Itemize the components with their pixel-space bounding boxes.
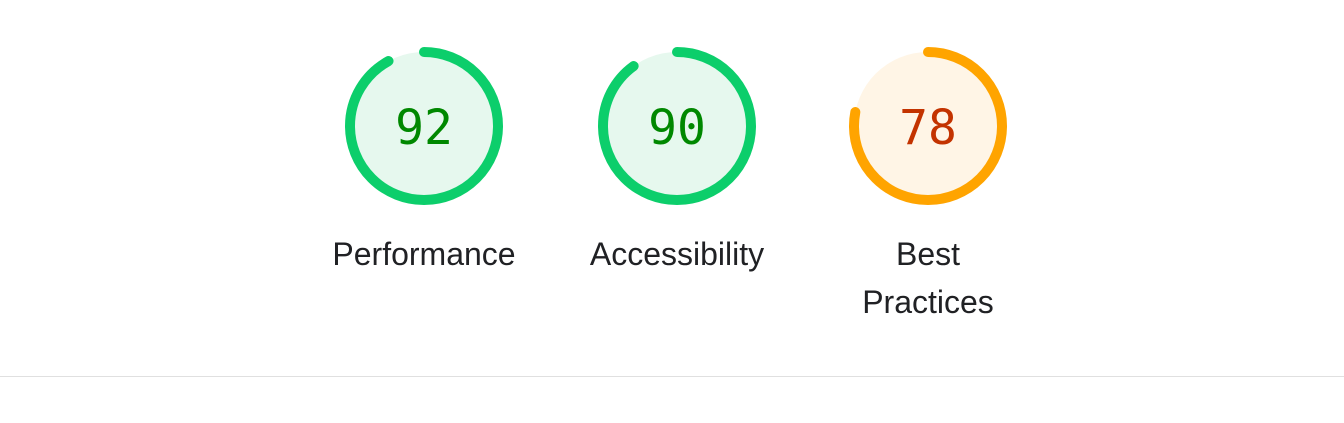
gauge-label: Performance	[332, 236, 516, 272]
gauge-label: Best Practices	[862, 236, 994, 320]
gauge-label: Accessibility	[589, 236, 765, 272]
gauge-performance-ring: 92	[345, 47, 503, 205]
gauge-best-practices-ring: 78	[849, 47, 1007, 205]
score-value: 78	[899, 100, 957, 156]
section-divider	[0, 376, 1344, 377]
gauge-accessibility[interactable]: 90 Accessibility	[562, 40, 792, 278]
score-value: 90	[648, 100, 706, 156]
gauge-best-practices[interactable]: 78 Best Practices	[813, 40, 1043, 326]
score-value: 92	[395, 100, 453, 156]
gauge-performance[interactable]: 92 Performance	[309, 40, 539, 278]
score-arc	[849, 47, 1007, 205]
score-arc	[598, 47, 756, 205]
gauge-accessibility-ring: 90	[598, 47, 756, 205]
score-arc	[345, 47, 503, 205]
category-scores: 92 Performance 90 Accessibility 78 Best …	[309, 40, 1043, 326]
